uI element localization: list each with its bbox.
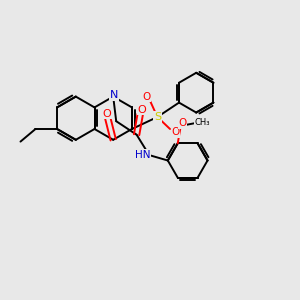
Text: O: O xyxy=(137,105,146,115)
Text: CH₃: CH₃ xyxy=(195,118,210,127)
Text: N: N xyxy=(110,90,118,100)
Text: O: O xyxy=(178,118,187,128)
Text: S: S xyxy=(154,112,161,122)
Text: O: O xyxy=(103,109,112,119)
Text: HN: HN xyxy=(135,149,150,160)
Text: O: O xyxy=(142,92,150,102)
Text: O: O xyxy=(171,127,179,137)
